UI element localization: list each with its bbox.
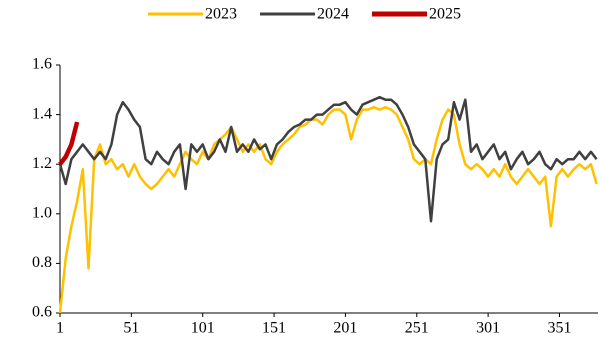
series-line <box>58 121 80 166</box>
y-tick-label: 0.8 <box>32 254 52 271</box>
y-tick-label: 1.6 <box>32 56 52 73</box>
legend-label: 2025 <box>429 6 461 23</box>
y-tick-label: 1.2 <box>32 155 52 172</box>
x-tick-label: 51 <box>123 320 139 337</box>
y-tick-label: 0.6 <box>32 304 52 321</box>
x-tick-label: 151 <box>262 320 286 337</box>
series-line <box>58 105 598 314</box>
x-tick-label: 201 <box>333 320 357 337</box>
series-line <box>58 95 598 223</box>
x-tick-label: 351 <box>547 320 571 337</box>
x-tick-label: 1 <box>56 320 64 337</box>
x-tick-label: 301 <box>476 320 500 337</box>
legend-label: 2023 <box>205 6 237 23</box>
y-tick-label: 1.0 <box>32 204 52 221</box>
y-tick-label: 1.4 <box>32 105 52 122</box>
x-tick-label: 251 <box>405 320 429 337</box>
legend-label: 2024 <box>317 6 349 23</box>
x-tick-label: 101 <box>191 320 215 337</box>
